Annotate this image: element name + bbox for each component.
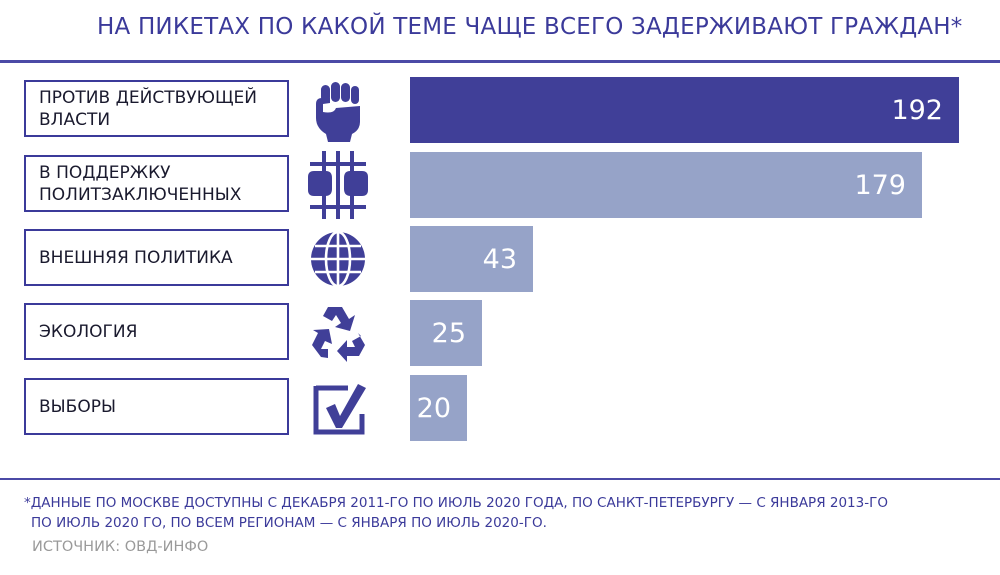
- bar-value-label: 43: [482, 243, 517, 275]
- category-label: ЭКОЛОГИЯ: [24, 303, 289, 360]
- category-label: ВНЕШНЯЯ ПОЛИТИКА: [24, 229, 289, 286]
- bar: 179: [410, 152, 922, 218]
- chart-title: НА ПИКЕТАХ ПО КАКОЙ ТЕМЕ ЧАЩЕ ВСЕГО ЗАДЕ…: [97, 14, 963, 40]
- bar-value-label: 25: [431, 317, 466, 349]
- checkbox-icon: [304, 374, 372, 442]
- category-label: ПРОТИВ ДЕЙСТВУЮЩЕЙ ВЛАСТИ: [24, 80, 289, 137]
- footnote-line-2: ПО ИЮЛЬ 2020 ГО, ПО ВСЕМ РЕГИОНАМ — С ЯН…: [31, 515, 547, 531]
- bar: 192: [410, 77, 959, 143]
- chart-row: В ПОДДЕРЖКУ ПОЛИТЗАКЛЮЧЕННЫХ 179: [0, 151, 1000, 220]
- category-label: ВЫБОРЫ: [24, 378, 289, 435]
- footnote-line-1: *ДАННЫЕ ПО МОСКВЕ ДОСТУПНЫ С ДЕКАБРЯ 201…: [24, 495, 888, 511]
- category-label-text: ЭКОЛОГИЯ: [39, 321, 138, 342]
- recycle-icon: [304, 299, 372, 367]
- bar: 43: [410, 226, 533, 292]
- category-label-text: В ПОДДЕРЖКУ ПОЛИТЗАКЛЮЧЕННЫХ: [39, 162, 242, 205]
- category-label: В ПОДДЕРЖКУ ПОЛИТЗАКЛЮЧЕННЫХ: [24, 155, 289, 212]
- footnote: *ДАННЫЕ ПО МОСКВЕ ДОСТУПНЫ С ДЕКАБРЯ 201…: [24, 493, 984, 533]
- chart-row: ЭКОЛОГИЯ 25: [0, 300, 1000, 368]
- fist-icon: [304, 76, 372, 144]
- chart-row: ВЫБОРЫ 20: [0, 375, 1000, 443]
- bottom-divider: [0, 478, 1000, 480]
- category-label-text: ВЫБОРЫ: [39, 396, 116, 417]
- bar-value-label: 192: [891, 94, 943, 126]
- top-divider: [0, 60, 1000, 63]
- source-credit: ИСТОЧНИК: ОВД-ИНФО: [32, 539, 209, 555]
- bar: 20: [410, 375, 467, 441]
- bar: 25: [410, 300, 482, 366]
- chart-row: ПРОТИВ ДЕЙСТВУЮЩЕЙ ВЛАСТИ 192: [0, 77, 1000, 145]
- bar-value-label: 20: [416, 392, 451, 424]
- category-label-text: ПРОТИВ ДЕЙСТВУЮЩЕЙ ВЛАСТИ: [39, 87, 258, 130]
- category-label-text: ВНЕШНЯЯ ПОЛИТИКА: [39, 247, 233, 268]
- chart-row: ВНЕШНЯЯ ПОЛИТИКА 43: [0, 226, 1000, 294]
- globe-icon: [304, 225, 372, 293]
- prison-bars-icon: [304, 151, 372, 219]
- bar-value-label: 179: [854, 169, 906, 201]
